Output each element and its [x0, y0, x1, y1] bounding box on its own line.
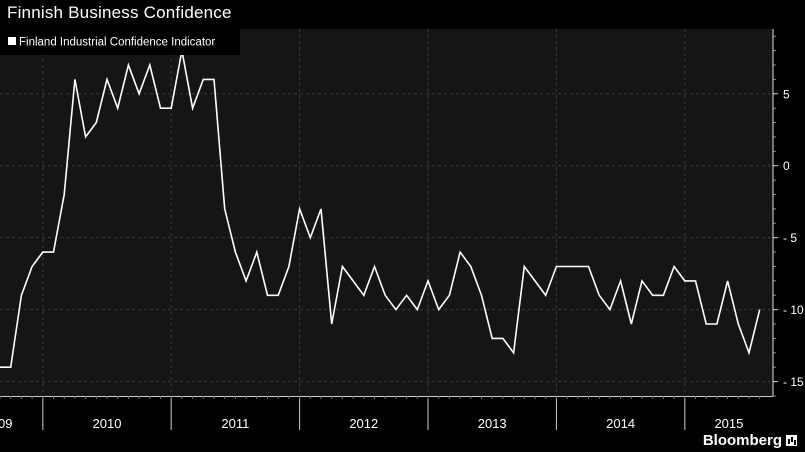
series-layer — [0, 50, 761, 369]
legend: Finland Industrial Confidence Indicator — [0, 29, 240, 55]
x-tick-label: 2014 — [606, 416, 635, 431]
x-tick-label: 2013 — [478, 416, 507, 431]
x-tick-label: 2015 — [714, 416, 743, 431]
y-tick-label: - 10 — [783, 303, 804, 317]
y-tick-label: - 15 — [783, 375, 804, 389]
bloomberg-chart-icon — [786, 435, 797, 446]
legend-label: Finland Industrial Confidence Indicator — [19, 37, 215, 49]
y-tick-label: 0 — [783, 159, 790, 173]
plot-area — [0, 29, 773, 396]
x-tick-label: 2010 — [93, 416, 122, 431]
y-tick-label: 5 — [783, 87, 790, 101]
x-tick-label: 2011 — [221, 416, 249, 431]
legend-swatch — [8, 37, 16, 45]
x-tick-label: 09 — [0, 416, 12, 431]
x-axis: 09 2010 2011 2012 2013 2014 2015 — [0, 396, 773, 431]
bloomberg-logo: Bloomberg — [703, 432, 797, 449]
brand-name: Bloomberg — [702, 432, 782, 449]
x-tick-label: 2012 — [349, 416, 378, 431]
y-tick-label: - 5 — [783, 231, 797, 245]
series-line — [0, 50, 761, 369]
legend-box — [0, 29, 240, 55]
y-axis: 5 0 - 5 - 10 - 15 — [772, 29, 804, 397]
grid-lines — [0, 29, 773, 396]
chart-title: Finnish Business Confidence — [7, 3, 232, 22]
